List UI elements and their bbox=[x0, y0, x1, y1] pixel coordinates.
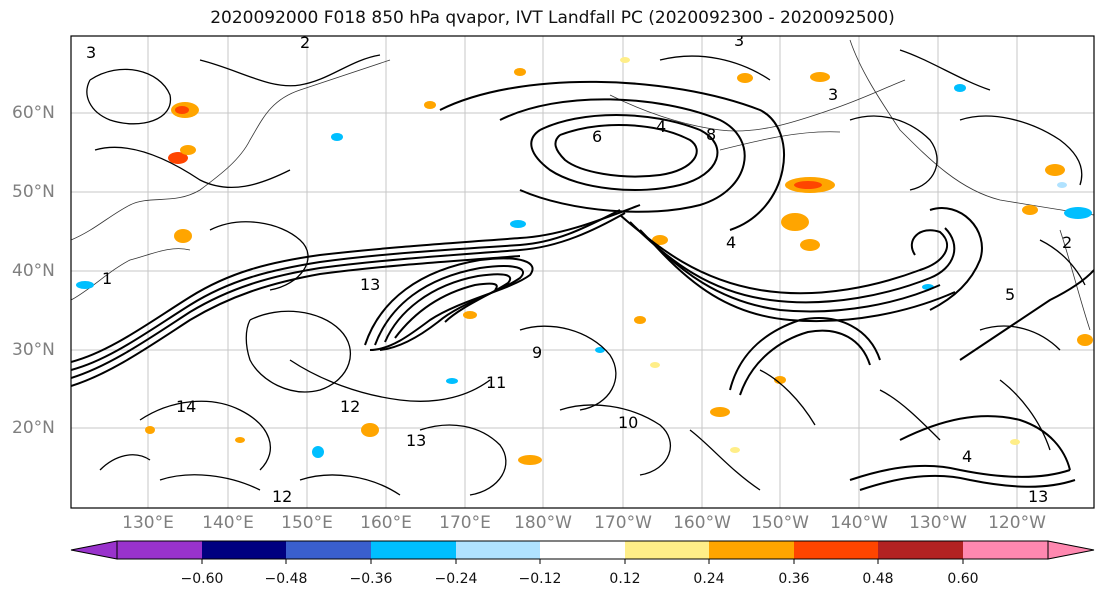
svg-text:11: 11 bbox=[486, 373, 506, 392]
colorbar-tick-label: 0.12 bbox=[609, 571, 641, 587]
lon-label-150e: 150°E bbox=[281, 513, 333, 533]
colorbar-bin bbox=[286, 541, 371, 559]
svg-text:13: 13 bbox=[360, 275, 380, 294]
svg-text:6: 6 bbox=[592, 127, 602, 146]
contour-labels: 3 2 4 6 8 3 13 12 11 10 14 13 12 9 4 1 5… bbox=[86, 31, 1072, 506]
qvapor-contours bbox=[86, 49, 1086, 496]
svg-text:12: 12 bbox=[272, 487, 292, 506]
colorbar-bin bbox=[202, 541, 286, 559]
map-border bbox=[70, 35, 1095, 509]
lon-label-170e: 170°E bbox=[439, 513, 491, 533]
lon-label-140e: 140°E bbox=[202, 513, 254, 533]
colorbar-tick-label: 0.48 bbox=[862, 571, 894, 587]
lon-label-130w: 130°W bbox=[909, 513, 967, 533]
svg-text:3: 3 bbox=[734, 31, 744, 50]
svg-text:2: 2 bbox=[1062, 233, 1072, 252]
lon-label-180w: 180°W bbox=[514, 513, 572, 533]
colorbar-tick-label: 0.36 bbox=[778, 571, 810, 587]
colorbar-tick-label: −0.36 bbox=[349, 571, 393, 587]
lon-label-130e: 130°E bbox=[122, 513, 174, 533]
colorbar-bin bbox=[625, 541, 709, 559]
svg-text:5: 5 bbox=[1005, 285, 1015, 304]
colorbar-bin bbox=[540, 541, 625, 559]
svg-text:1: 1 bbox=[102, 269, 112, 288]
colorbar-bin bbox=[963, 541, 1048, 559]
lat-label-60n: 60°N bbox=[12, 103, 55, 123]
lon-label-140w: 140°W bbox=[830, 513, 888, 533]
colorbar bbox=[70, 540, 1095, 564]
svg-text:13: 13 bbox=[1028, 487, 1048, 506]
colorbar-extend-high bbox=[1047, 540, 1095, 560]
svg-text:13: 13 bbox=[406, 431, 426, 450]
colorbar-bin bbox=[709, 541, 794, 559]
svg-text:10: 10 bbox=[618, 413, 638, 432]
svg-text:9: 9 bbox=[532, 343, 542, 362]
colorbar-tick-label: 0.60 bbox=[947, 571, 979, 587]
lon-label-160w: 160°W bbox=[673, 513, 731, 533]
svg-text:4: 4 bbox=[726, 233, 736, 252]
colorbar-bin bbox=[456, 541, 540, 559]
lat-label-50n: 50°N bbox=[12, 182, 55, 202]
svg-text:4: 4 bbox=[962, 447, 972, 466]
colorbar-extend-low bbox=[70, 540, 118, 560]
lat-label-30n: 30°N bbox=[12, 340, 55, 360]
lon-label-120w: 120°W bbox=[988, 513, 1046, 533]
graticule bbox=[71, 36, 1094, 508]
lon-label-160e: 160°E bbox=[360, 513, 412, 533]
svg-text:8: 8 bbox=[706, 125, 716, 144]
colorbar-tick-label: −0.12 bbox=[518, 571, 562, 587]
colorbar-tick-label: −0.24 bbox=[434, 571, 478, 587]
colorbar-tick-label: −0.60 bbox=[180, 571, 224, 587]
map-title: 2020092000 F018 850 hPa qvapor, IVT Land… bbox=[210, 8, 895, 28]
colorbar-bin bbox=[117, 541, 202, 559]
qvapor-fill-patches bbox=[76, 57, 1093, 465]
colorbar-tick-label: −0.48 bbox=[264, 571, 308, 587]
lon-label-170w: 170°W bbox=[594, 513, 652, 533]
colorbar-tick-label: 0.24 bbox=[693, 571, 725, 587]
lat-label-20n: 20°N bbox=[12, 418, 55, 438]
svg-text:4: 4 bbox=[656, 117, 666, 136]
lat-label-40n: 40°N bbox=[12, 261, 55, 281]
colorbar-bin bbox=[371, 541, 456, 559]
svg-text:3: 3 bbox=[86, 43, 96, 62]
colorbar-bin bbox=[878, 541, 963, 559]
lon-label-150w: 150°W bbox=[751, 513, 809, 533]
colorbar-bin bbox=[794, 541, 878, 559]
svg-text:12: 12 bbox=[340, 397, 360, 416]
svg-text:2: 2 bbox=[300, 33, 310, 52]
svg-text:3: 3 bbox=[828, 85, 838, 104]
svg-text:14: 14 bbox=[176, 397, 196, 416]
ivt-contours bbox=[71, 80, 1094, 491]
coastlines bbox=[71, 39, 1094, 331]
